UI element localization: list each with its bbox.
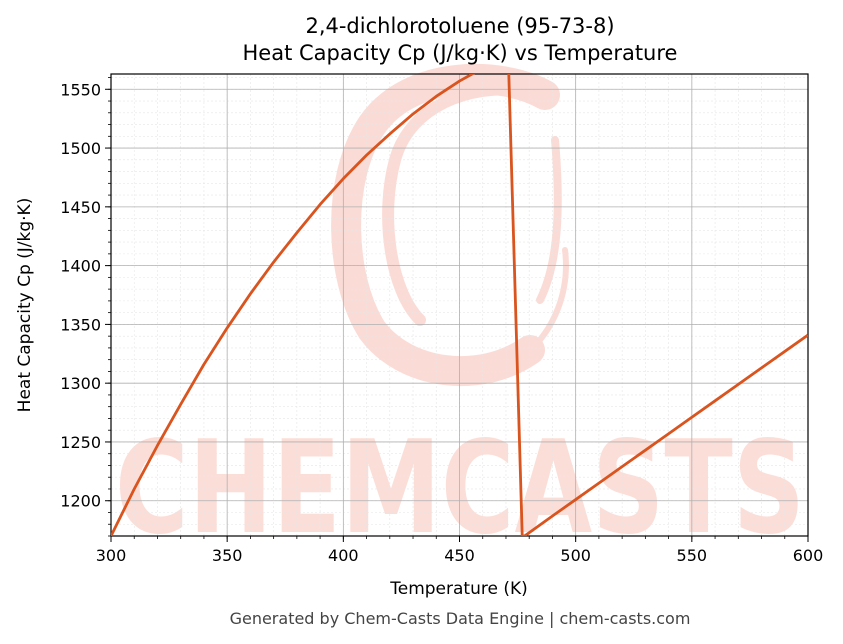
x-tick-label: 300 (96, 546, 127, 565)
grid (110, 74, 809, 537)
footer-credit: Generated by Chem-Casts Data Engine | ch… (230, 609, 691, 628)
y-tick-label: 1500 (60, 139, 101, 158)
y-tick-label: 1250 (60, 433, 101, 452)
y-tick-label: 1450 (60, 198, 101, 217)
y-tick-label: 1300 (60, 374, 101, 393)
series-layer (111, 74, 808, 536)
y-tick-label: 1400 (60, 257, 101, 276)
series-line-heat-capacity (111, 74, 808, 536)
y-tick-label: 1200 (60, 492, 101, 511)
watermark-logo-swirl (331, 63, 569, 386)
x-tick-label: 350 (212, 546, 243, 565)
x-tick-label: 550 (677, 546, 708, 565)
x-tick-label: 400 (328, 546, 359, 565)
chart-title-line1: 2,4-dichlorotoluene (95-73-8) (305, 14, 614, 38)
x-tick-label: 600 (793, 546, 824, 565)
watermark: CHEMCASTS (115, 63, 805, 563)
chart-title-line2: Heat Capacity Cp (J/kg·K) vs Temperature (243, 41, 678, 65)
plot-frame (110, 73, 809, 537)
y-axis-label: Heat Capacity Cp (J/kg·K) (15, 198, 35, 413)
y-tick-label: 1550 (60, 80, 101, 99)
x-tick-label: 450 (444, 546, 475, 565)
x-axis-label: Temperature (K) (389, 579, 528, 599)
axes: 300 350 400 450 500 550 600 1200 1250 1300 1350 140… (60, 73, 824, 565)
x-tick-label: 500 (560, 546, 591, 565)
y-tick-label: 1350 (60, 315, 101, 334)
chart-title: 2,4-dichlorotoluene (95-73-8) Heat Capac… (243, 14, 678, 65)
